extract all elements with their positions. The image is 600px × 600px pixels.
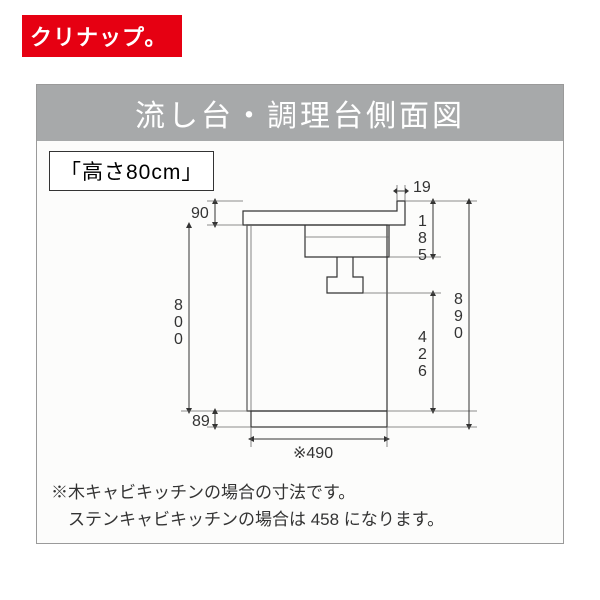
- diagram-panel: 流し台・調理台側面図 「高さ80cm」: [36, 84, 564, 544]
- dim-right-mid: 426: [413, 329, 431, 380]
- panel-title: 流し台・調理台側面図: [135, 91, 465, 135]
- dim-top-offset: 19: [413, 179, 431, 197]
- dim-left-upper: 90: [191, 205, 209, 223]
- footnote-line2: ステンキャビキッチンの場合は 458 になります。: [51, 507, 444, 533]
- footnote-line1: ※木キャビキッチンの場合の寸法です。: [51, 480, 444, 506]
- brand-logo: クリナップ。: [22, 15, 182, 57]
- panel-titlebar: 流し台・調理台側面図: [37, 85, 563, 141]
- brand-logo-text: クリナップ。: [30, 20, 167, 52]
- footnote: ※木キャビキッチンの場合の寸法です。 ステンキャビキッチンの場合は 458 にな…: [51, 480, 444, 533]
- dim-left-full: 800: [169, 297, 187, 348]
- dim-right-upper: 185: [413, 213, 431, 264]
- dim-right-full: 890: [449, 291, 467, 342]
- side-elevation-drawing: 19 90 800 89 185 426 890 ※490: [137, 157, 537, 467]
- dim-bottom-width: ※490: [293, 443, 333, 463]
- dim-left-bottom: 89: [192, 413, 210, 431]
